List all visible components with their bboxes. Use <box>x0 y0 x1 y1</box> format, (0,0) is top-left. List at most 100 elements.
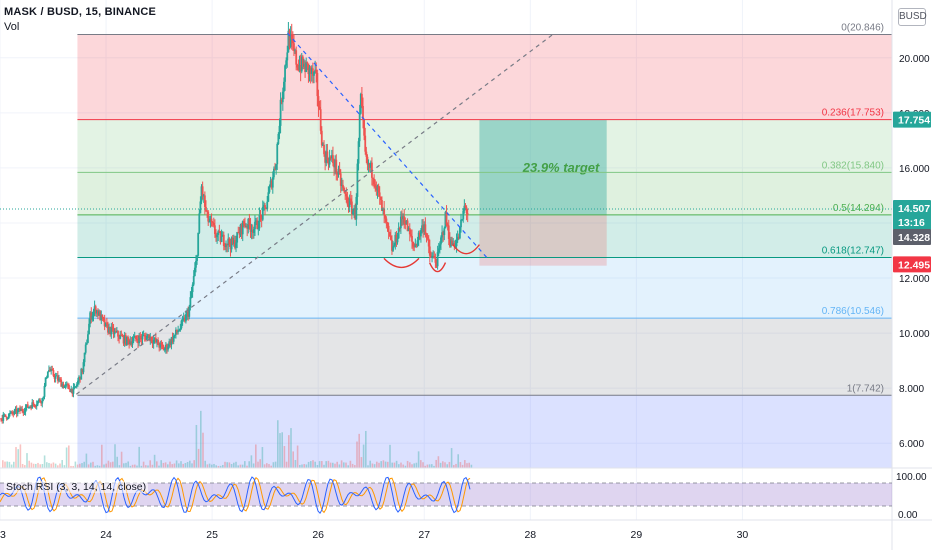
candle-body <box>413 246 416 248</box>
candle-body <box>438 244 441 249</box>
candle-body <box>181 319 184 321</box>
volume-bar <box>54 463 57 468</box>
candle-body <box>271 177 274 188</box>
candle-body <box>143 335 146 337</box>
candle-body <box>3 414 6 416</box>
volume-bar <box>193 460 195 468</box>
candle-body <box>113 330 116 335</box>
candle-body <box>2 414 5 421</box>
candle-body <box>180 320 183 329</box>
candle-body <box>53 375 56 379</box>
volume-bar <box>206 464 209 468</box>
candle-body <box>389 235 392 240</box>
volume-bar <box>338 464 341 468</box>
candle-body <box>103 319 106 327</box>
candle-body <box>374 184 377 188</box>
candle-body <box>246 226 249 229</box>
volume-bar <box>237 465 239 468</box>
volume-bar <box>459 462 462 468</box>
candle-body <box>286 52 289 61</box>
candle-body <box>340 184 343 186</box>
volume-bar <box>422 462 424 468</box>
candle-body <box>454 246 457 248</box>
candle-body <box>139 335 142 338</box>
volume-bar <box>426 464 429 468</box>
candle-body <box>118 336 121 339</box>
candle-body <box>345 193 348 197</box>
candle-body <box>276 143 279 165</box>
candle-body <box>74 386 77 388</box>
candle-body <box>252 229 255 233</box>
volume-bar <box>35 463 37 468</box>
candle-body <box>160 342 163 345</box>
price-tag-last <box>893 200 931 217</box>
candle-body <box>254 221 256 230</box>
stoch-rsi-label[interactable]: Stoch RSI (3, 3, 14, 14, close) <box>4 481 149 493</box>
volume-bar <box>21 463 24 468</box>
candle-body <box>11 411 14 414</box>
volume-bar <box>349 460 352 468</box>
quote-currency-badge[interactable]: BUSD <box>898 8 927 26</box>
candle-body <box>171 337 174 342</box>
candle-body <box>235 242 237 248</box>
rsi-axis-tick: 100.00 <box>896 472 927 483</box>
candle-body <box>440 237 442 245</box>
candle-body <box>62 383 65 388</box>
candle-body <box>411 235 413 242</box>
volume-bar <box>24 465 26 468</box>
candle-body <box>299 65 302 72</box>
volume-bar <box>145 465 147 468</box>
stop-zone <box>479 214 607 266</box>
fib-level-label: 0.5(14.294) <box>833 203 884 214</box>
candle-body <box>266 201 269 209</box>
volume-bar <box>292 451 294 468</box>
candle-body <box>453 243 456 247</box>
volume-label[interactable]: Vol <box>4 21 20 33</box>
candle-body <box>249 225 252 232</box>
candle-body <box>363 119 366 136</box>
candle-body <box>68 385 70 390</box>
candle-body <box>210 218 213 223</box>
price-tag-label: 14.507 <box>898 203 930 215</box>
volume-bar <box>74 461 77 468</box>
candle-body <box>197 232 200 256</box>
volume-bar <box>329 462 332 468</box>
candle-body <box>237 232 240 234</box>
volume-bar <box>72 465 74 468</box>
volume-bar <box>277 420 279 468</box>
candle-body <box>327 159 330 165</box>
candle-body <box>358 113 361 142</box>
symbol-title[interactable]: MASK / BUSD, 15, BINANCE <box>4 6 157 18</box>
volume-bar <box>327 460 330 468</box>
candle-body <box>392 246 394 251</box>
volume-bar <box>387 461 389 468</box>
candle-body <box>305 62 308 73</box>
falling-trendline <box>286 32 489 260</box>
candle-body <box>259 214 262 216</box>
candle-body <box>456 236 459 241</box>
candle-body <box>291 38 294 44</box>
price-tag-stop <box>893 256 931 273</box>
volume-bar <box>376 461 378 468</box>
volume-bar <box>369 460 371 468</box>
candle-body <box>90 312 93 320</box>
volume-bar <box>180 461 182 468</box>
volume-bar <box>279 433 281 468</box>
candle-body <box>229 244 232 250</box>
candle-body <box>126 336 128 345</box>
candle-body <box>46 371 49 378</box>
candle-body <box>261 206 264 220</box>
volume-bar <box>85 453 88 468</box>
volume-bar <box>120 451 123 468</box>
volume-bar <box>290 428 292 468</box>
volume-bar <box>19 444 22 468</box>
candle-body <box>295 50 298 65</box>
candle-body <box>324 154 327 163</box>
candle-body <box>279 99 282 126</box>
candle-body <box>303 63 305 67</box>
volume-bar <box>230 464 233 468</box>
candle-body <box>153 337 156 340</box>
volume-bar <box>272 462 275 468</box>
volume-bar <box>347 465 349 468</box>
